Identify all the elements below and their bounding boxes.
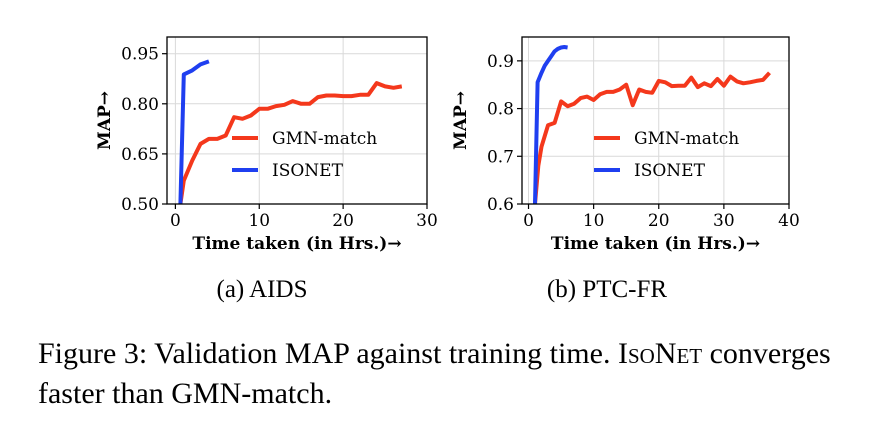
y-tick-label: 0.7 <box>487 147 514 167</box>
x-tick-label: 10 <box>583 211 605 231</box>
x-tick-label: 20 <box>648 211 670 231</box>
legend-label: ISONET <box>272 161 344 181</box>
chart-ptc-fr: 0 10 20 30 40 0.6 0.7 0.8 0.9 Time taken (in Hrs.… <box>451 36 800 303</box>
series-line-isonet <box>533 45 568 205</box>
y-tick-label: 0.6 <box>487 195 514 215</box>
caption-suffix: converges faster than GMN-match. <box>38 337 831 410</box>
y-tick-label: 0.80 <box>121 95 159 115</box>
figure-caption: Figure 3: Validation MAP against trainin… <box>38 334 858 414</box>
y-axis-label: MAP→ <box>95 91 115 150</box>
y-tick-label: 0.9 <box>487 52 514 72</box>
x-tick-label: 30 <box>713 211 735 231</box>
x-axis-label: Time taken (in Hrs.)→ <box>192 234 401 254</box>
series-line-isonet <box>178 59 210 205</box>
y-tick-label: 0.95 <box>121 45 159 65</box>
caption-prefix: Figure 3: Validation MAP against trainin… <box>38 337 618 370</box>
legend-label: ISONET <box>634 161 706 181</box>
x-axis-label: Time taken (in Hrs.)→ <box>551 234 760 254</box>
y-tick-label: 0.65 <box>121 145 159 165</box>
chart-aids: 0 10 20 30 0.50 0.65 0.80 0.95 Time taken (in Hr… <box>95 36 438 303</box>
caption-method: IsoNet <box>617 337 703 370</box>
plot-frame <box>166 36 428 205</box>
series-line-gmn-match <box>533 71 771 205</box>
subcaption: (b) PTC-FR <box>547 276 667 303</box>
y-tick-label: 0.50 <box>121 195 159 215</box>
x-tick-label: 0 <box>523 211 534 231</box>
x-tick-label: 0 <box>170 211 181 231</box>
legend-label: GMN-match <box>272 129 377 149</box>
x-tick-label: 10 <box>248 211 270 231</box>
x-tick-label: 40 <box>778 211 800 231</box>
series-line-gmn-match <box>178 81 403 205</box>
x-tick-label: 30 <box>416 211 438 231</box>
plot-frame <box>521 36 790 205</box>
legend-label: GMN-match <box>634 129 739 149</box>
y-tick-label: 0.8 <box>487 100 514 120</box>
y-axis-label: MAP→ <box>451 91 471 150</box>
subcaption: (a) AIDS <box>217 276 308 303</box>
x-tick-label: 20 <box>332 211 354 231</box>
